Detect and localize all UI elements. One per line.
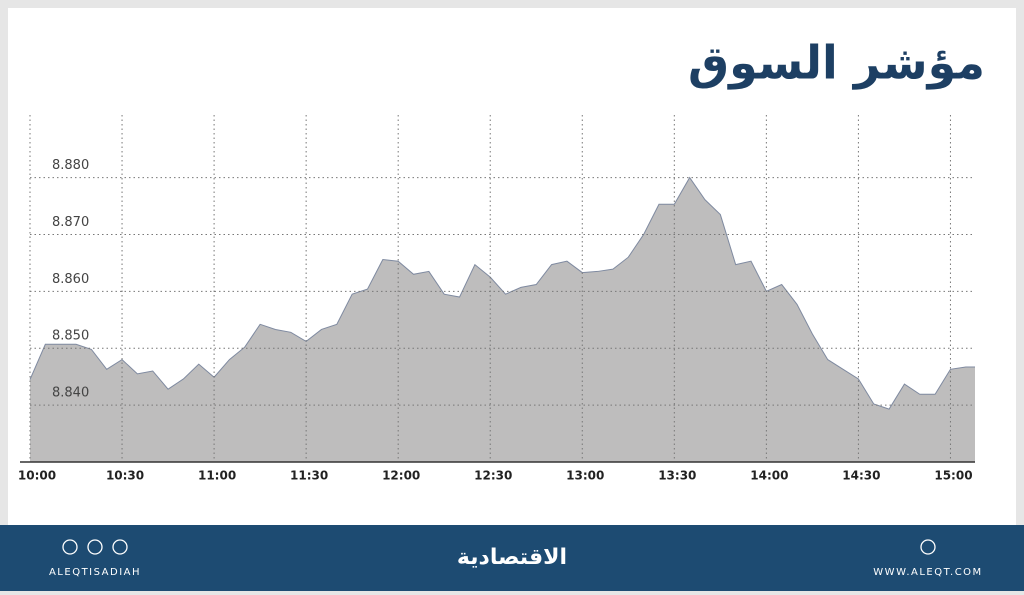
y-tick-label: 8.880 <box>52 158 89 173</box>
y-tick-label: 8.840 <box>52 386 89 401</box>
x-tick-label: 12:30 <box>474 469 512 483</box>
x-tick-label: 11:30 <box>290 469 328 483</box>
x-tick-label: 14:00 <box>750 469 788 483</box>
y-tick-label: 8.860 <box>52 272 89 287</box>
icon <box>112 539 128 555</box>
icon <box>920 539 936 555</box>
icon <box>62 539 78 555</box>
x-tick-label: 11:00 <box>198 469 236 483</box>
y-tick-label: 8.850 <box>52 329 89 344</box>
x-tick-label: 14:30 <box>842 469 880 483</box>
x-tick-label: 13:00 <box>566 469 604 483</box>
y-tick-label: 8.870 <box>52 215 89 230</box>
x-tick-label: 13:30 <box>658 469 696 483</box>
area-line <box>29 176 975 410</box>
chart-title: مؤشر السوق <box>688 36 985 90</box>
footer-logo: الاقتصادية <box>457 545 567 570</box>
footer-right: WWW.ALEQT.COM <box>873 567 982 578</box>
x-tick-label: 15:00 <box>934 469 972 483</box>
plot: 8.840 8.850 8.860 8.870 8.880 10:00 10:30 11:00… <box>18 115 975 483</box>
footer-bar <box>0 525 1024 591</box>
footer-left: ALEQTISADIAH <box>49 567 141 578</box>
icon <box>87 539 103 555</box>
social-icons <box>62 539 936 555</box>
x-tick-label: 10:00 <box>18 469 56 483</box>
x-tick-label: 12:00 <box>382 469 420 483</box>
x-tick-label: 10:30 <box>106 469 144 483</box>
area <box>30 177 975 462</box>
